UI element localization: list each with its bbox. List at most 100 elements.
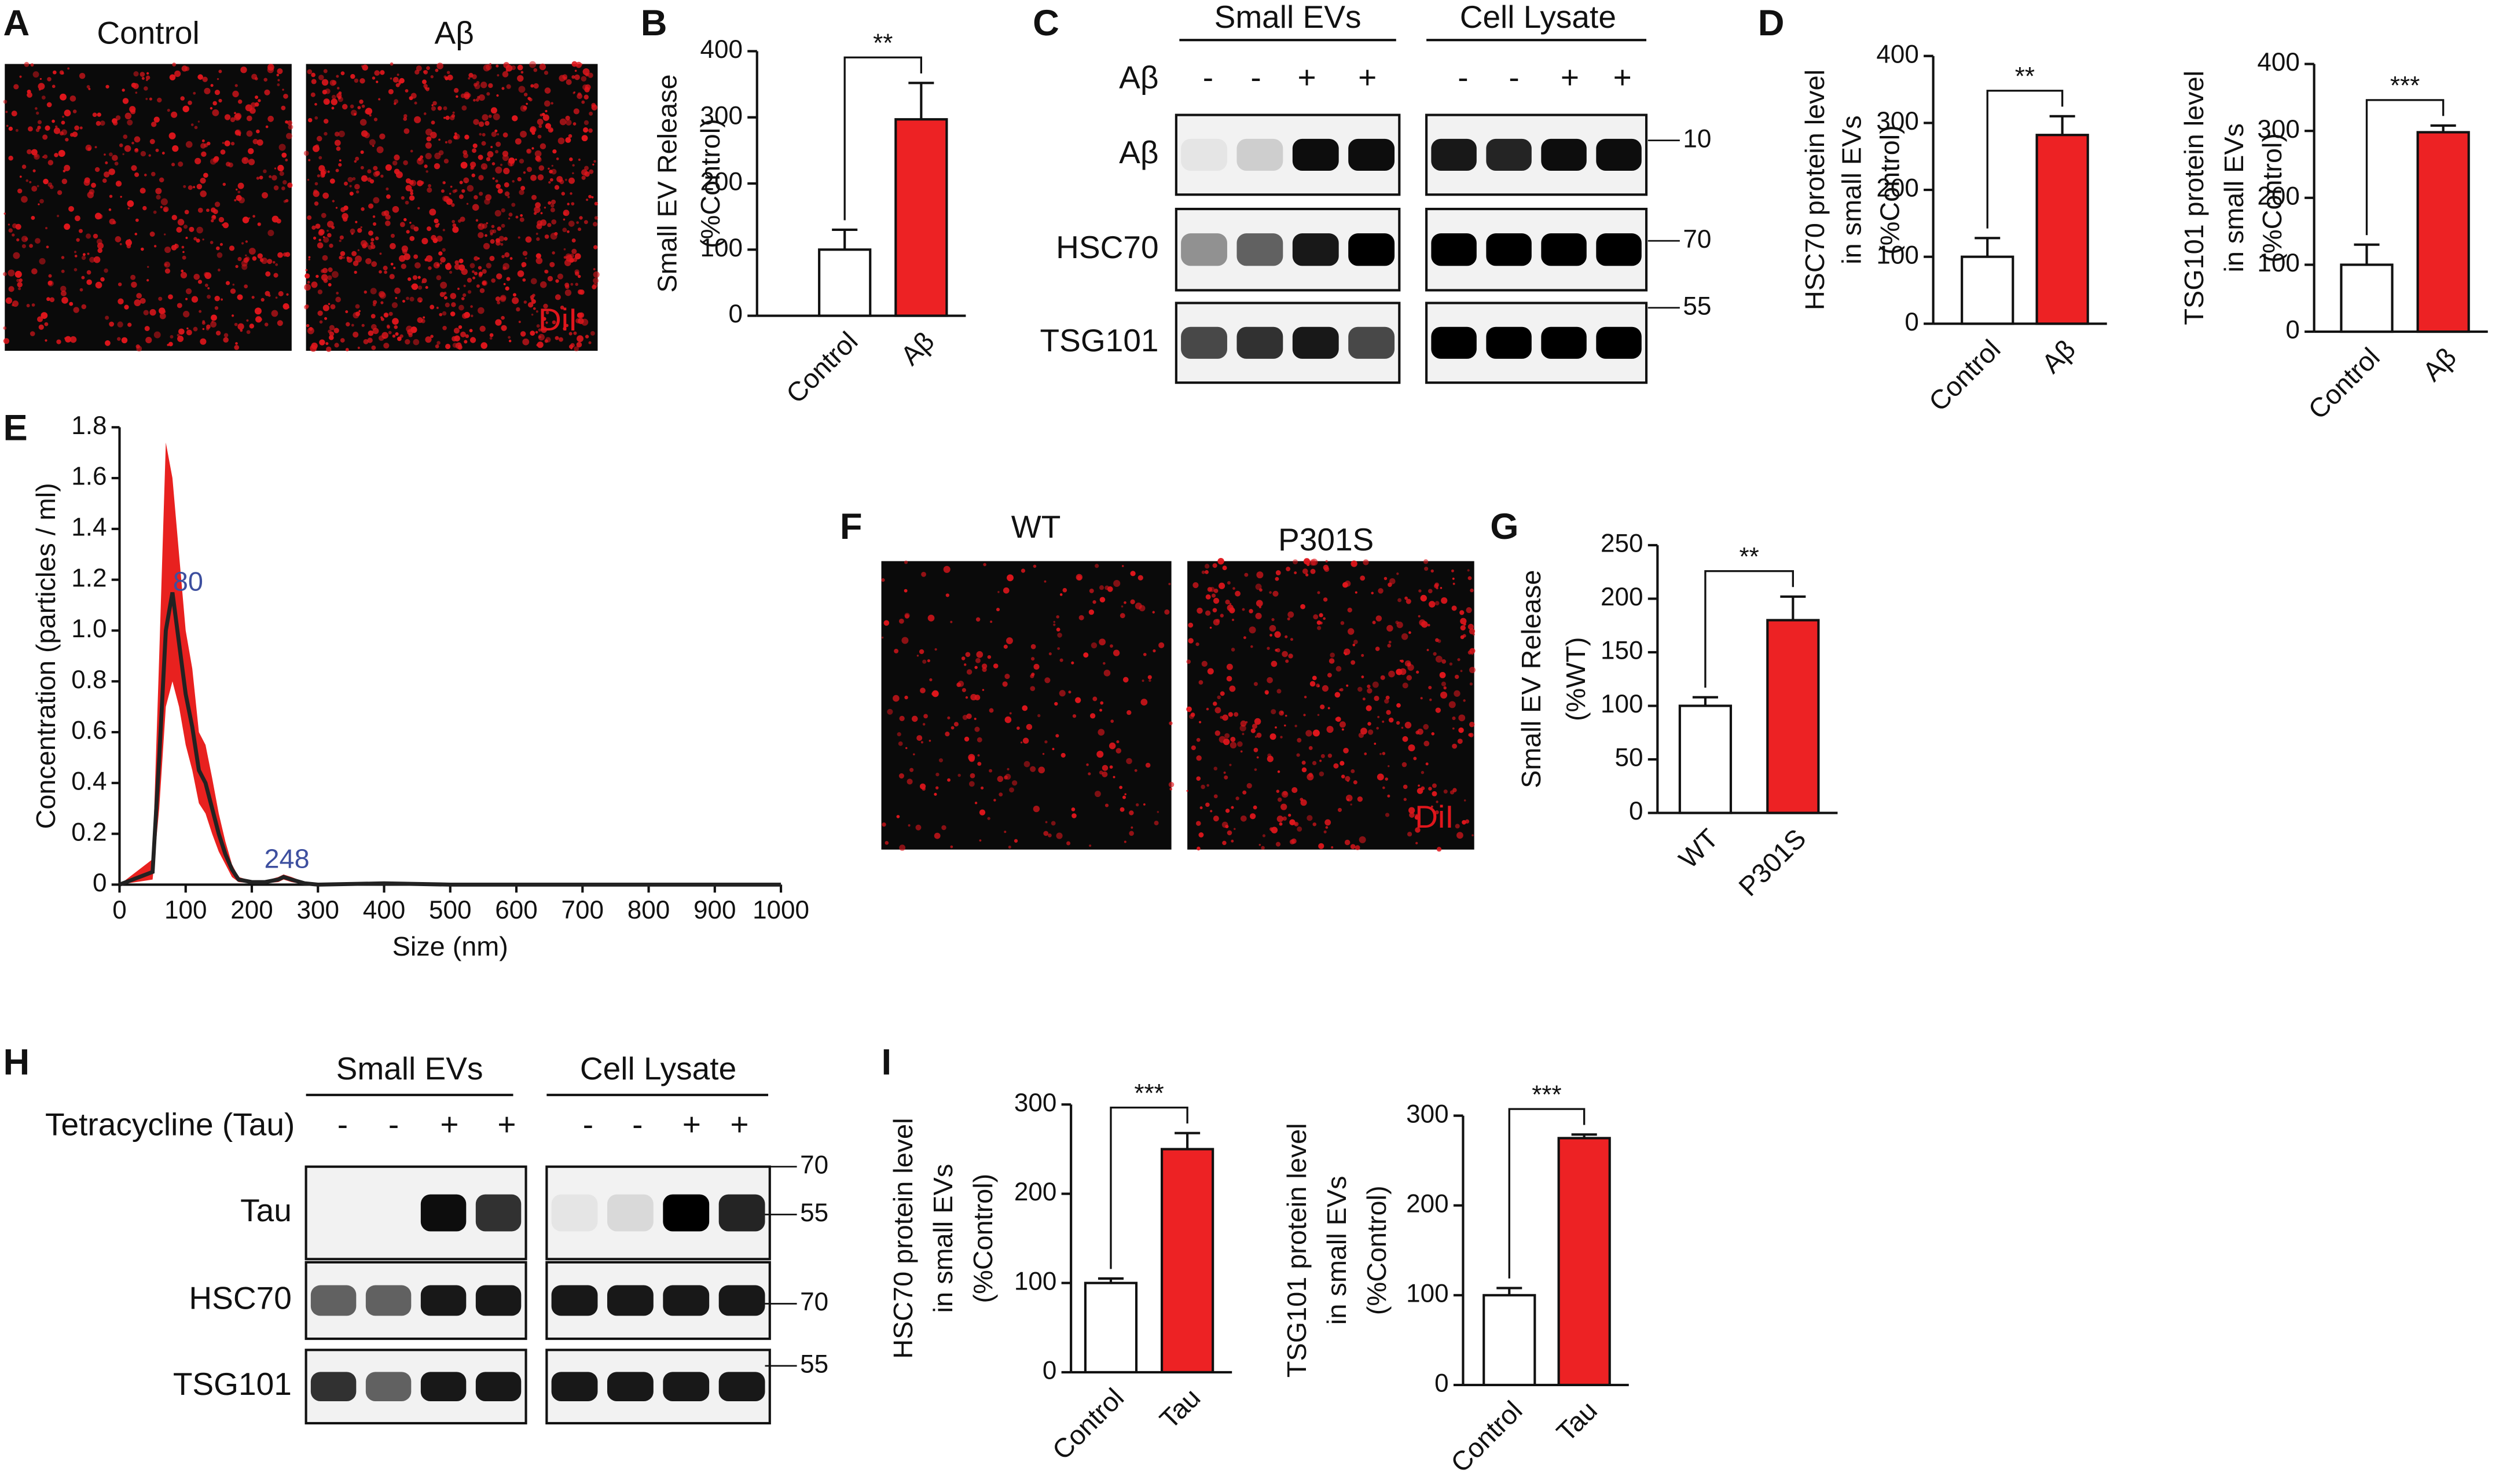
blot-band	[1181, 233, 1227, 266]
vesicle-dot	[1091, 642, 1098, 649]
vesicle-dot	[323, 98, 330, 105]
vesicle-dot	[27, 149, 32, 155]
vesicle-dot	[1469, 648, 1476, 654]
vesicle-dot	[440, 281, 447, 289]
vesicle-dot	[362, 64, 368, 71]
vesicle-dot	[1361, 653, 1364, 657]
x-tick-label: 0	[112, 896, 127, 924]
y-tick-label: 1.0	[71, 615, 107, 643]
vesicle-dot	[496, 273, 502, 280]
vesicle-dot	[406, 325, 413, 333]
blot-band	[1596, 326, 1642, 359]
vesicle-dot	[922, 659, 927, 664]
vesicle-dot	[68, 205, 74, 212]
vesicle-dot	[1038, 766, 1045, 774]
y-tick-label: 400	[1876, 40, 1919, 68]
vesicle-dot	[473, 119, 479, 125]
vesicle-dot	[1031, 673, 1035, 677]
vesicle-dot	[12, 223, 17, 229]
vesicle-dot	[200, 338, 207, 345]
vesicle-dot	[1303, 714, 1306, 717]
vesicle-dot	[471, 173, 475, 178]
vesicle-dot	[908, 824, 911, 827]
vesicle-dot	[364, 290, 368, 294]
vesicle-dot	[523, 105, 527, 110]
vesicle-dot	[1168, 583, 1171, 586]
vesicle-dot	[993, 799, 996, 802]
vesicle-dot	[501, 315, 505, 320]
blot-band	[663, 1194, 710, 1232]
vesicle-dot	[517, 270, 524, 277]
vesicle-dot	[15, 128, 19, 132]
vesicle-dot	[430, 75, 434, 79]
vesicle-dot	[1396, 721, 1400, 725]
vesicle-dot	[334, 343, 339, 348]
vesicle-dot	[100, 120, 105, 126]
vesicle-dot	[1470, 588, 1474, 593]
vesicle-dot	[1423, 740, 1430, 747]
vesicle-dot	[1282, 651, 1288, 657]
vesicle-dot	[1004, 674, 1010, 679]
y-axis-label: in small EVs	[1836, 115, 1866, 264]
vesicle-dot	[210, 207, 216, 213]
vesicle-dot	[1386, 710, 1391, 715]
vesicle-dot	[935, 786, 939, 789]
vesicle-dot	[319, 339, 325, 346]
vesicle-dot	[482, 269, 487, 274]
vesicle-dot	[46, 102, 52, 108]
vesicle-dot	[945, 732, 950, 737]
vesicle-dot	[60, 285, 67, 292]
vesicle-dot	[1382, 786, 1385, 789]
vesicle-dot	[17, 188, 23, 194]
vesicle-dot	[79, 288, 83, 292]
vesicle-dot	[146, 279, 149, 282]
vesicle-dot	[333, 328, 339, 333]
vesicle-dot	[527, 302, 534, 308]
vesicle-dot	[234, 112, 237, 115]
vesicle-dot	[336, 292, 339, 295]
vesicle-dot	[313, 236, 317, 240]
vesicle-dot	[413, 226, 419, 232]
vesicle-dot	[449, 192, 452, 195]
vesicle-dot	[374, 70, 380, 76]
vesicle-dot	[211, 215, 216, 220]
vesicle-dot	[545, 337, 551, 343]
vesicle-dot	[372, 76, 376, 80]
vesicle-dot	[472, 270, 475, 273]
vesicle-dot	[508, 336, 511, 339]
vesicle-dot	[264, 89, 270, 95]
x-tick-label: Control	[1923, 334, 2006, 417]
vesicle-dot	[1023, 761, 1030, 767]
vesicle-dot	[511, 203, 516, 207]
vesicle-dot	[182, 251, 185, 254]
vesicle-dot	[571, 75, 575, 79]
vesicle-dot	[1406, 675, 1412, 681]
vesicle-dot	[367, 169, 372, 174]
vesicle-dot	[1130, 571, 1136, 576]
y-tick-label: 100	[2257, 249, 2299, 277]
vesicle-dot	[578, 158, 581, 161]
vesicle-dot	[162, 152, 165, 155]
vesicle-dot	[354, 183, 360, 190]
panel-letter: F	[840, 506, 863, 547]
marker-label: 55	[800, 1199, 828, 1227]
vesicle-dot	[323, 278, 328, 283]
vesicle-dot	[86, 279, 93, 285]
vesicle-dot	[282, 89, 284, 91]
vesicle-dot	[468, 77, 471, 80]
vesicle-dot	[541, 326, 548, 333]
vesicle-dot	[383, 343, 390, 349]
blot-band	[475, 1372, 522, 1401]
vesicle-dot	[403, 128, 410, 134]
vesicle-dot	[1275, 570, 1281, 575]
vesicle-dot	[384, 313, 388, 317]
vesicle-dot	[1196, 821, 1201, 826]
vesicle-dot	[1388, 670, 1395, 678]
vesicle-dot	[443, 292, 447, 295]
treatment-label: Aβ	[1119, 60, 1158, 95]
vesicle-dot	[195, 157, 201, 164]
vesicle-dot	[211, 314, 217, 321]
vesicle-dot	[234, 130, 240, 135]
vesicle-dot	[1458, 727, 1464, 733]
vesicle-dot	[1462, 820, 1466, 825]
